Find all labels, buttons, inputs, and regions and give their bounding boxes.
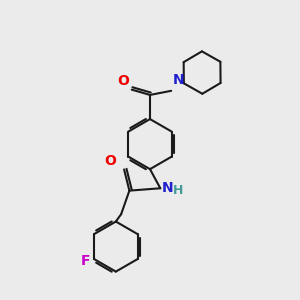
Text: O: O bbox=[117, 74, 129, 88]
Text: F: F bbox=[81, 254, 91, 268]
Text: O: O bbox=[104, 154, 116, 168]
Text: N: N bbox=[162, 181, 173, 195]
Text: H: H bbox=[173, 184, 183, 197]
Text: N: N bbox=[173, 73, 184, 87]
